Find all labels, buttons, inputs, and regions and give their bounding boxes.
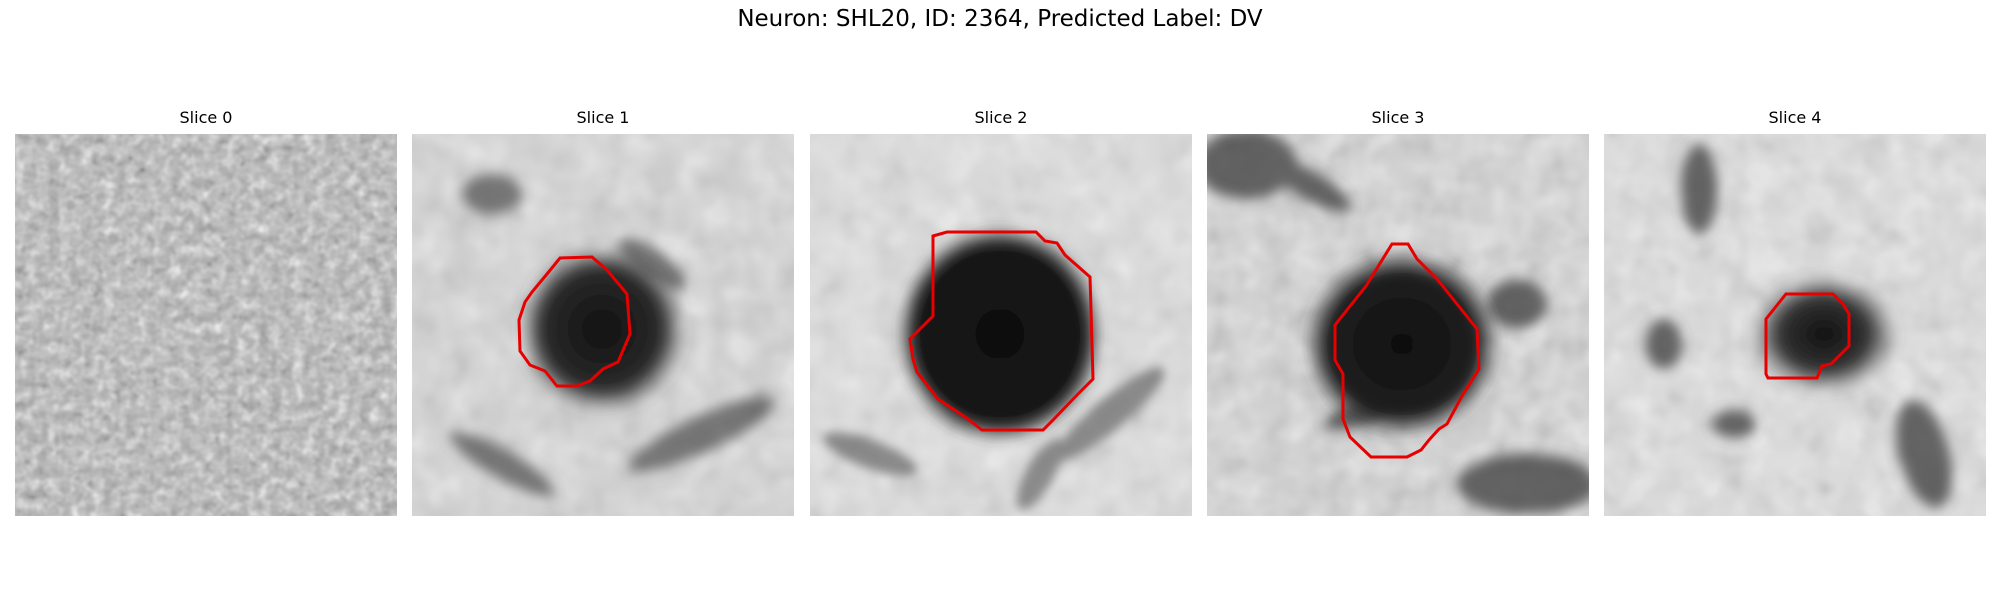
slice-image	[1207, 134, 1589, 516]
slice-image	[810, 134, 1192, 516]
roi-contour	[517, 255, 632, 388]
slice-image	[15, 134, 397, 516]
roi-contour	[908, 230, 1095, 432]
slice-title: Slice 1	[576, 108, 630, 127]
slice-title: Slice 3	[1371, 108, 1425, 127]
slice-title: Slice 0	[179, 108, 233, 127]
slice-title: Slice 4	[1768, 108, 1822, 127]
grayscale-slice	[412, 134, 794, 516]
grayscale-slice	[810, 134, 1192, 516]
grayscale-slice	[1207, 134, 1589, 516]
slice-image	[1604, 134, 1986, 516]
slice-title: Slice 2	[974, 108, 1028, 127]
figure-title: Neuron: SHL20, ID: 2364, Predicted Label…	[737, 6, 1263, 32]
roi-contour	[1764, 292, 1851, 380]
grayscale-slice	[1604, 134, 1986, 516]
slice-image	[412, 134, 794, 516]
roi-contour	[1333, 242, 1481, 459]
grayscale-slice	[15, 134, 397, 516]
